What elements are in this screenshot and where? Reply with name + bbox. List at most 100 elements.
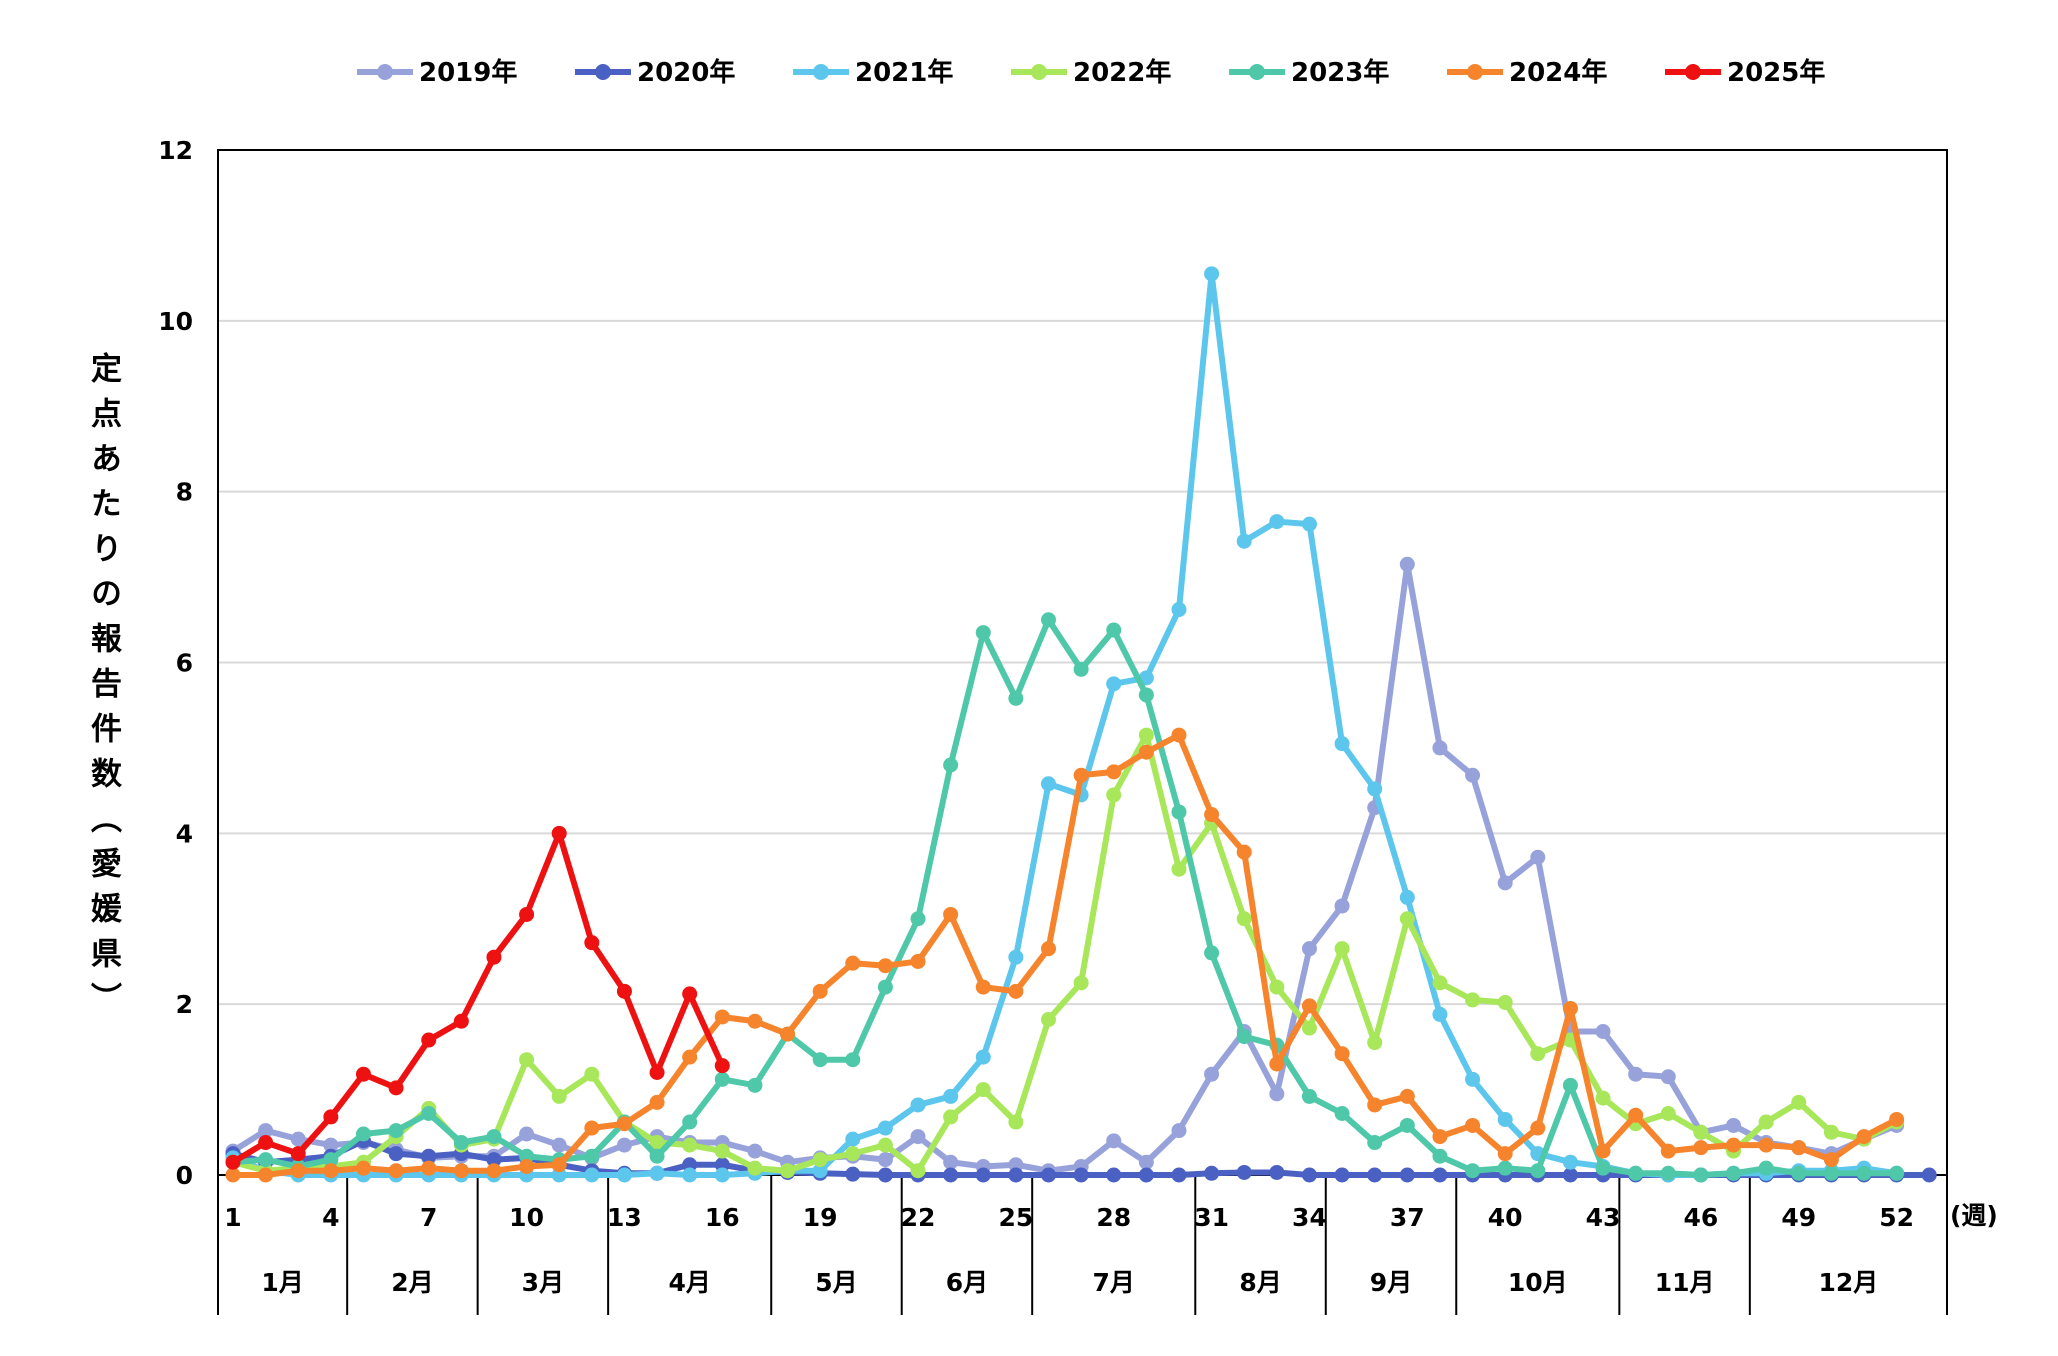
- data-point: [1367, 781, 1383, 797]
- data-point: [1269, 1086, 1285, 1102]
- data-point: [1106, 676, 1122, 692]
- data-point: [1530, 1120, 1546, 1136]
- data-point: [1823, 1124, 1839, 1140]
- y-tick-label: 10: [158, 307, 193, 336]
- data-point: [943, 1154, 959, 1170]
- x-tick-label: 37: [1390, 1203, 1425, 1232]
- data-point: [845, 1131, 861, 1147]
- series-group: [225, 266, 1937, 1183]
- series: [225, 612, 1905, 1183]
- data-point: [877, 1120, 893, 1136]
- data-point: [486, 1163, 502, 1179]
- data-point: [1595, 1024, 1611, 1039]
- data-point: [1856, 1129, 1872, 1145]
- month-label: 5月: [815, 1268, 857, 1297]
- data-point: [1138, 744, 1154, 760]
- data-point: [584, 1120, 600, 1136]
- legend-marker: [595, 64, 611, 80]
- data-point: [682, 1167, 698, 1183]
- x-tick-label: 46: [1684, 1203, 1719, 1232]
- data-point: [1921, 1167, 1937, 1183]
- data-point: [975, 1082, 991, 1098]
- data-point: [1008, 949, 1024, 965]
- legend-label: 2022年: [1073, 57, 1171, 88]
- data-point: [1301, 516, 1317, 532]
- data-point: [1106, 1133, 1122, 1149]
- data-point: [1073, 1167, 1089, 1183]
- series: [225, 727, 1905, 1183]
- legend-label: 2021年: [855, 57, 953, 88]
- legend-marker: [377, 64, 393, 80]
- data-point: [812, 983, 828, 999]
- data-point: [649, 1165, 665, 1181]
- data-point: [1595, 1160, 1611, 1176]
- data-point: [1106, 764, 1122, 780]
- data-point: [584, 1148, 600, 1164]
- data-point: [1171, 1123, 1187, 1139]
- data-point: [1399, 1167, 1415, 1183]
- legend-marker: [1685, 64, 1701, 80]
- data-point: [388, 1080, 404, 1096]
- data-point: [453, 1135, 469, 1151]
- data-point: [682, 1114, 698, 1130]
- data-point: [1530, 1046, 1546, 1062]
- x-tick-label: 40: [1488, 1203, 1523, 1232]
- series: [225, 825, 730, 1170]
- data-point: [355, 1066, 371, 1082]
- month-label: 6月: [946, 1268, 988, 1297]
- data-point: [1432, 975, 1448, 991]
- data-point: [1171, 727, 1187, 743]
- series: [225, 727, 1905, 1179]
- data-point: [421, 1160, 437, 1176]
- data-point: [877, 1137, 893, 1153]
- data-point: [323, 1152, 339, 1168]
- data-point: [1628, 1107, 1644, 1123]
- data-point: [1465, 1071, 1481, 1087]
- data-point: [1660, 1106, 1676, 1121]
- month-label: 2月: [391, 1268, 433, 1297]
- data-point: [1889, 1111, 1905, 1127]
- data-point: [1432, 1129, 1448, 1145]
- series-line: [233, 732, 1899, 1178]
- data-point: [1301, 1167, 1317, 1183]
- data-point: [1726, 1117, 1742, 1133]
- data-point: [1008, 1157, 1024, 1173]
- data-point: [323, 1137, 339, 1153]
- series: [225, 266, 1905, 1183]
- x-tick-label: 43: [1586, 1203, 1621, 1232]
- data-point: [1171, 1167, 1187, 1183]
- x-tick-label: 22: [901, 1203, 936, 1232]
- data-point: [225, 1154, 241, 1170]
- data-point: [1562, 1154, 1578, 1170]
- data-point: [747, 1143, 763, 1159]
- month-label: 11月: [1655, 1268, 1715, 1297]
- data-point: [519, 1158, 535, 1174]
- data-point: [1269, 514, 1285, 530]
- data-point: [714, 1009, 730, 1025]
- data-point: [1106, 1167, 1122, 1183]
- data-point: [1008, 1114, 1024, 1130]
- data-point: [1856, 1165, 1872, 1181]
- data-point: [355, 1126, 371, 1142]
- x-tick-label: 52: [1879, 1203, 1914, 1232]
- data-point: [780, 1026, 796, 1042]
- data-point: [1497, 1111, 1513, 1127]
- month-label: 7月: [1093, 1268, 1135, 1297]
- month-label: 8月: [1239, 1268, 1281, 1297]
- data-point: [1334, 898, 1350, 914]
- data-point: [616, 1167, 632, 1183]
- data-point: [1693, 1124, 1709, 1140]
- x-tick-label: 49: [1781, 1203, 1816, 1232]
- data-point: [1171, 804, 1187, 820]
- data-point: [682, 1157, 698, 1173]
- data-point: [1595, 1090, 1611, 1106]
- data-point: [421, 1032, 437, 1048]
- y-tick-label: 2: [176, 990, 193, 1019]
- data-point: [1823, 1152, 1839, 1168]
- data-point: [1432, 1006, 1448, 1022]
- data-point: [714, 1058, 730, 1074]
- data-point: [649, 1065, 665, 1080]
- data-point: [1660, 1143, 1676, 1159]
- data-point: [1791, 1094, 1807, 1110]
- legend-marker: [1467, 64, 1483, 80]
